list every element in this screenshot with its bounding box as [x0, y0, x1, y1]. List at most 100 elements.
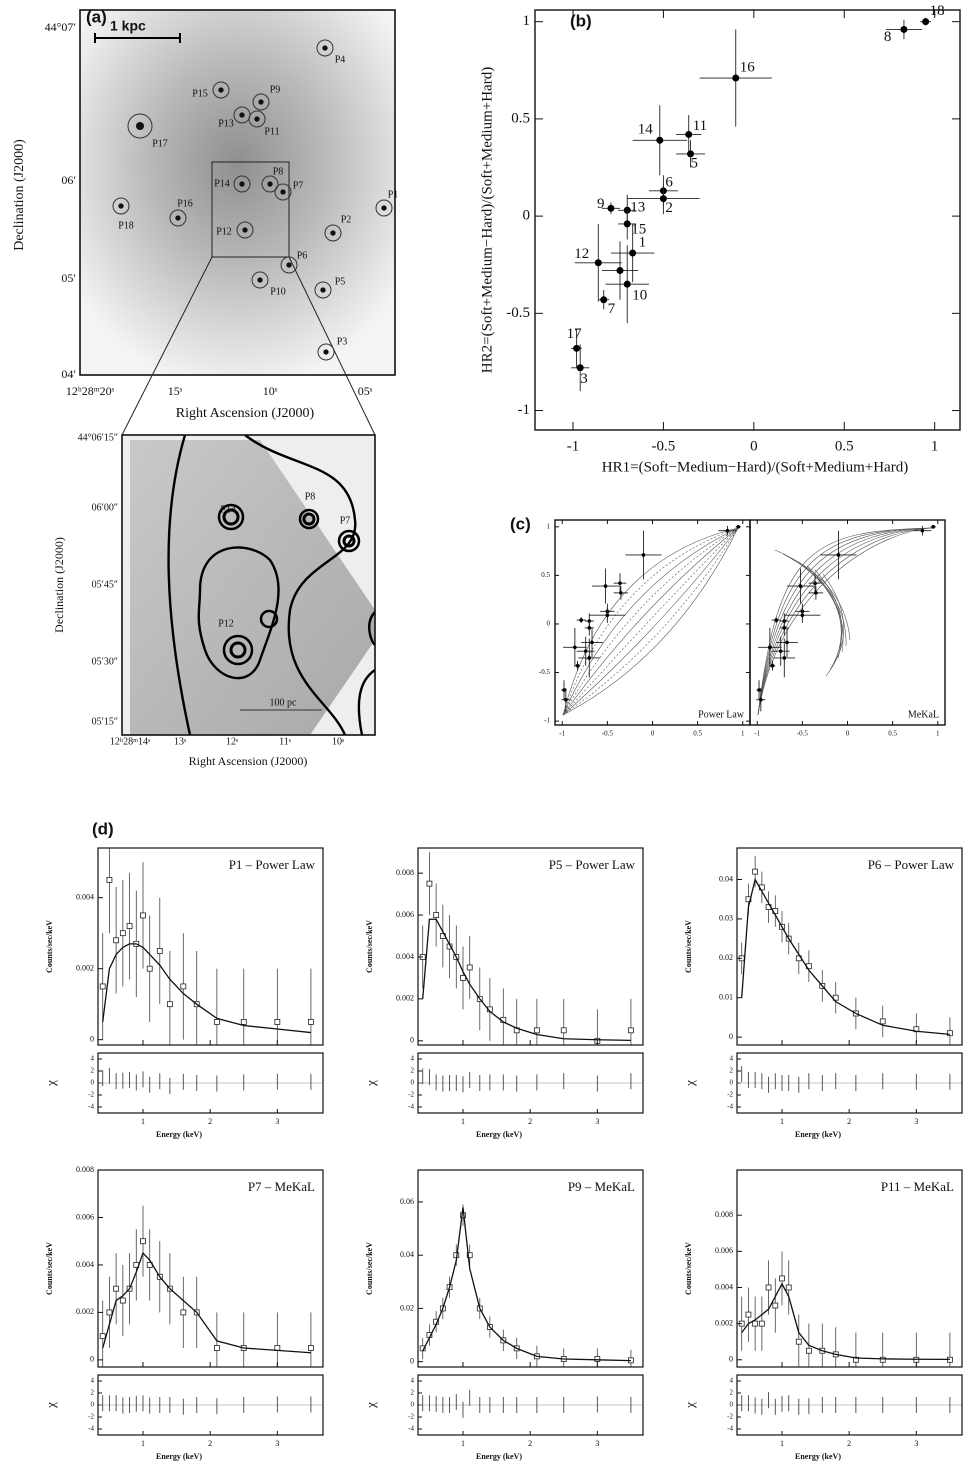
- model-curve: [562, 527, 739, 716]
- source-ring: [127, 113, 153, 139]
- x-tick-label: -1: [567, 438, 580, 454]
- y-tick-label: 0.5: [511, 110, 530, 126]
- y-axis-label: Counts/sec/keV: [365, 1242, 374, 1295]
- data-point: [156, 948, 163, 954]
- y-tick-label: -0.5: [506, 305, 530, 321]
- point: [782, 656, 787, 660]
- data-point: [426, 880, 433, 887]
- x-tick-label: 2: [847, 1117, 851, 1126]
- source-ring: [375, 199, 393, 217]
- point: [736, 525, 741, 529]
- plot-frame: [736, 1169, 963, 1368]
- y-tick-label: 0.004: [396, 952, 414, 961]
- residual-tick-label: -4: [408, 1425, 414, 1433]
- y-tick-label: 0.008: [715, 1210, 733, 1219]
- x-axis-label: HR1=(Soft−Medium−Hard)/(Soft+Medium+Hard…: [602, 459, 908, 475]
- residual-frame: [736, 1374, 963, 1436]
- y-tick-label: 0.006: [396, 910, 414, 919]
- source-core: [218, 87, 224, 93]
- point: [774, 618, 778, 622]
- plot-frame: [417, 847, 644, 1046]
- source-ring: [259, 609, 279, 629]
- spectrum-title: P6 – Power Law: [868, 857, 955, 872]
- x-tick-label: -0.5: [652, 438, 676, 454]
- residual-frame: [417, 1052, 644, 1114]
- y-axis-label: HR2=(Soft+Medium−Hard)/(Soft+Medium+Hard…: [479, 67, 495, 373]
- point: [583, 649, 588, 653]
- point-label: 16: [740, 59, 756, 75]
- x-tick-label: 12ʰ28ᵐ14ˢ: [110, 736, 150, 747]
- x-axis-label: Right Ascension (J2000): [176, 406, 315, 421]
- model-grid: [757, 527, 934, 716]
- source-core: [323, 349, 329, 355]
- residual-tick-label: 0: [91, 1079, 95, 1087]
- residual-frame: [97, 1374, 324, 1436]
- hst-image: [130, 440, 375, 735]
- x-tick-label: 3: [914, 1117, 918, 1126]
- y-tick-label: 0.004: [76, 893, 94, 902]
- residual-tick-label: -2: [727, 1413, 733, 1421]
- plot-frame: [97, 1169, 324, 1368]
- source-label: P3: [337, 336, 348, 347]
- point: [770, 663, 775, 668]
- data-point: [947, 1030, 953, 1037]
- y-tick-label: 0.002: [76, 964, 94, 973]
- point: [607, 204, 615, 212]
- y-tick-label: 0.006: [76, 1212, 94, 1221]
- source-core: [286, 262, 292, 268]
- x-tick-label: -1: [754, 730, 760, 738]
- y-tick-label: 05′30″: [92, 656, 118, 667]
- y-tick-label: 0.008: [76, 1165, 94, 1174]
- x-tick-label: 11ˢ: [279, 736, 291, 747]
- point: [814, 591, 818, 595]
- residual-tick-label: -4: [727, 1103, 733, 1111]
- y-tick-label: 0.002: [715, 1318, 733, 1327]
- point-label: 5: [691, 155, 699, 171]
- x-tick-label: 1: [461, 1117, 465, 1126]
- data-point: [879, 1018, 886, 1025]
- x-tick-label: 13ˢ: [174, 736, 186, 747]
- source-ring: [217, 503, 245, 531]
- source-core: [254, 116, 260, 122]
- point: [594, 259, 602, 267]
- data-point: [180, 983, 187, 990]
- source-ring: [337, 529, 361, 553]
- x-tick-label: 2: [528, 1117, 532, 1126]
- x-tick-label: 2: [208, 1117, 212, 1126]
- point: [573, 645, 577, 650]
- source-ring: [280, 256, 298, 274]
- data-point: [140, 1238, 146, 1245]
- data-point: [106, 877, 113, 883]
- residual-tick-label: 0: [411, 1079, 415, 1087]
- residual-frame: [736, 1052, 963, 1114]
- x-tick-label: 3: [914, 1439, 918, 1448]
- y-tick-label: 44°07′: [45, 20, 77, 34]
- x-axis-label: Energy (keV): [795, 1452, 841, 1461]
- data-point: [466, 1252, 473, 1259]
- model-curve: [782, 553, 847, 647]
- inset-sources: [217, 503, 361, 666]
- point: [687, 150, 695, 158]
- residual-tick-label: -4: [88, 1103, 94, 1111]
- data-point: [765, 1284, 772, 1291]
- model-curve: [798, 561, 842, 659]
- source-ring: [252, 93, 270, 111]
- point: [768, 645, 772, 650]
- x-tick-label: 1: [141, 1439, 145, 1448]
- data-point: [852, 1356, 859, 1363]
- data-point: [466, 964, 473, 971]
- source-label: P7: [340, 515, 351, 526]
- source-ring: [169, 209, 187, 227]
- x-tick-label: 05ˢ: [358, 384, 373, 398]
- point: [732, 74, 740, 82]
- scale-label: 100 pc: [270, 697, 298, 708]
- x-axis-label: Energy (keV): [476, 1130, 522, 1139]
- point: [656, 136, 664, 144]
- scale-label: 1 kpc: [110, 18, 146, 34]
- x-axis-label: Energy (keV): [795, 1130, 841, 1139]
- data-point: [779, 1275, 785, 1282]
- plot-frame: [554, 519, 751, 726]
- source-ring: [314, 281, 332, 299]
- x-tick-label: 1: [461, 1439, 465, 1448]
- model-curve: [822, 573, 845, 677]
